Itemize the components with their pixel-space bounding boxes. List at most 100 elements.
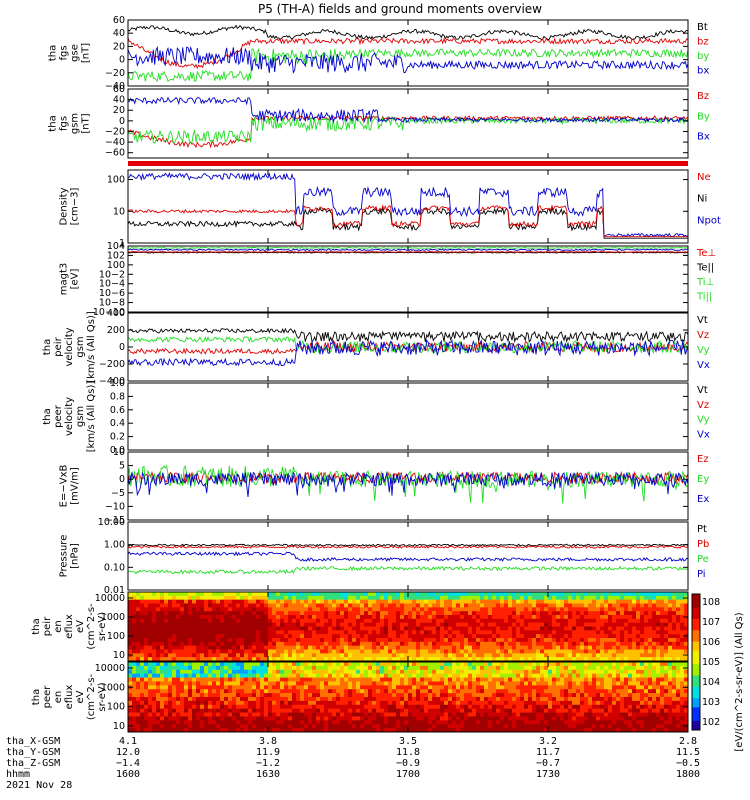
spectrogram-cell [516,638,521,643]
spectrogram-cell [488,645,493,650]
spectrogram-cell [456,611,461,616]
spectrogram-cell [196,681,201,686]
spectrogram-cell [528,653,533,658]
spectrogram-cell [232,716,237,721]
spectrogram-cell [624,599,629,604]
spectrogram-cell [404,653,409,658]
spectrogram-cell [484,630,489,635]
spectrogram-cell [208,689,213,694]
y-axis-label-line: velocity [64,397,75,436]
spectrogram-cell [644,641,649,646]
spectrogram-cell [496,615,501,620]
spectrogram-cell [520,677,525,682]
spectrogram-cell [436,638,441,643]
spectrogram-cell [216,618,221,623]
spectrogram-cell [664,626,669,631]
spectrogram-cell [644,638,649,643]
spectrogram-cell [364,685,369,690]
spectrogram-cell [228,700,233,706]
spectrogram-cell [384,626,389,631]
spectrogram-cell [660,618,665,623]
spectrogram-cell [296,665,301,671]
spectrogram-cell [456,712,461,717]
spectrogram-cell [228,693,233,698]
spectrogram-cell [228,712,233,717]
spectrogram-cell [524,603,529,608]
spectrogram-cell [656,618,661,623]
spectrogram-cell [492,653,497,658]
spectrogram-cell [652,599,657,604]
spectrogram-cell [504,603,509,608]
spectrogram-cell [340,626,345,631]
spectrogram-cell [240,662,245,667]
spectrogram-cell [160,720,165,725]
spectrogram-cell [536,728,541,733]
spectrogram-cell [292,704,297,709]
spectrogram-cell [332,645,337,650]
spectrogram-cell [548,728,553,733]
spectrogram-cell [352,595,357,600]
spectrogram-cell [296,645,301,650]
spectrogram-cell [336,681,341,686]
spectrogram-cell [492,708,497,713]
spectrogram-cell [512,645,517,650]
spectrogram-cell [504,592,509,597]
spectrogram-cell [412,708,417,713]
spectrogram-cell [152,716,157,721]
spectrogram-cell [544,665,549,671]
spectrogram-cell [240,669,245,674]
spectrogram-cell [464,615,469,620]
spectrogram-cell [568,592,573,597]
spectrogram-cell [496,622,501,627]
spectrogram-cell [392,724,397,729]
spectrogram-cell [196,720,201,725]
spectrogram-cell [580,615,585,620]
spectrogram-cell [464,645,469,650]
spectrogram-cell [532,638,537,643]
spectrogram-cell [340,677,345,682]
spectrogram-cell [584,700,589,706]
spectrogram-cell [648,618,653,623]
spectrogram-cell [340,653,345,658]
y-axis-label-line: tha [31,618,42,634]
spectrogram-cell [448,615,453,620]
spectrogram-cell [672,641,677,646]
spectrogram-cell [664,595,669,600]
spectrogram-cell [504,611,509,616]
spectrogram-cell [156,618,161,623]
spectrogram-cell [548,716,553,721]
spectrogram-cell [336,662,341,667]
spectrogram-cell [416,693,421,698]
spectrogram-cell [184,689,189,694]
spectrogram-cell [648,634,653,639]
spectrogram-cell [292,626,297,631]
spectrogram-cell [400,657,405,662]
spectrogram-cell [660,653,665,658]
spectrogram-cell [192,720,197,725]
spectrogram-cell [672,634,677,639]
spectrogram-cell [540,638,545,643]
spectrogram-cell [388,662,393,667]
spectrogram-cell [360,649,365,654]
spectrogram-cell [508,657,513,662]
spectrogram-cell [476,689,481,694]
spectrogram-cell [332,592,337,597]
spectrogram-cell [588,677,593,682]
spectrogram-cell [240,645,245,650]
spectrogram-cell [592,638,597,643]
spectrogram-cell [256,669,261,674]
spectrogram-cell [364,693,369,698]
spectrogram-cell [596,669,601,674]
spectrogram-cell [156,728,161,733]
spectrogram-cell [176,697,181,702]
spectrogram-cell [620,641,625,646]
spectrogram-cell [296,657,301,662]
spectrogram-cell [556,669,561,674]
spectrogram-cell [172,693,177,698]
spectrogram-cell [536,665,541,671]
spectrogram-cell [272,708,277,713]
spectrogram-cell [320,689,325,694]
spectrogram-cell [208,677,213,682]
spectrogram-cell [648,653,653,658]
spectrogram-cell [500,626,505,631]
